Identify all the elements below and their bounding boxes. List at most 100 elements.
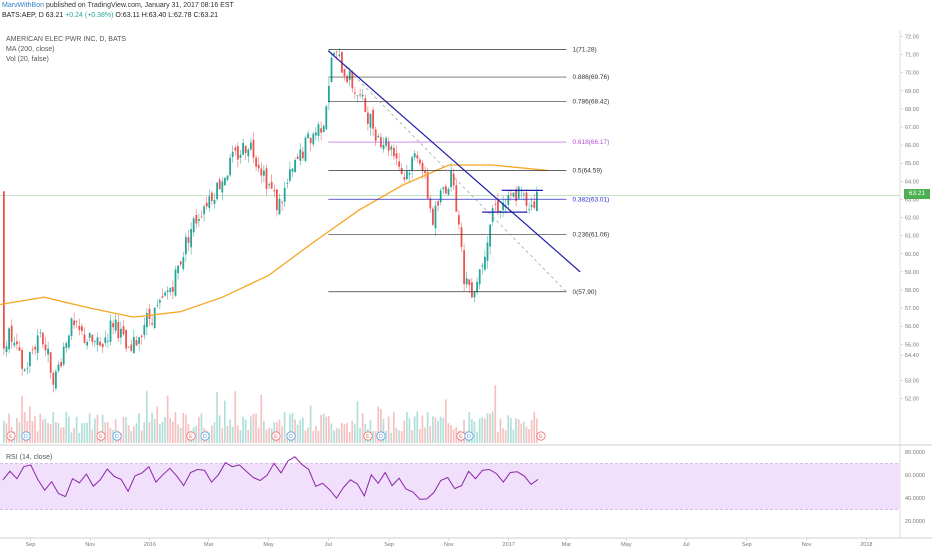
volume-bar (172, 421, 174, 443)
marker-letter: D (203, 434, 207, 440)
volume-bar (88, 413, 91, 443)
y-tick-label: 65.00 (905, 161, 919, 167)
candle-body (3, 191, 5, 349)
candle-body (400, 168, 403, 175)
volume-bar (268, 427, 270, 443)
volume-bar (260, 395, 263, 443)
candle-body (226, 175, 229, 180)
x-tick-label: 2018 (860, 542, 872, 548)
x-tick-label: Nov (444, 542, 454, 548)
volume-bar (528, 429, 530, 443)
author-name[interactable]: MarvWithBon (2, 2, 45, 9)
candle-body (117, 321, 120, 339)
volume-bar (143, 422, 146, 443)
volume-bar (252, 413, 255, 443)
candle-body (291, 168, 294, 172)
dividend-marker: D (200, 431, 210, 441)
volume-bar (47, 423, 49, 443)
candle-body (476, 281, 478, 293)
candle-body (153, 307, 156, 328)
volume-bar (377, 406, 380, 443)
candle-body (296, 156, 299, 159)
volume-bar (218, 415, 221, 443)
candle-body (198, 219, 200, 221)
volume-bar (213, 422, 216, 443)
volume-bar (281, 426, 283, 443)
candle-body (442, 187, 445, 190)
y-tick-label: 70.00 (905, 71, 919, 77)
candle-body (364, 98, 367, 113)
volume-bar (536, 418, 538, 443)
candle-body (247, 149, 250, 157)
candle-body (294, 159, 296, 173)
candle-body (333, 52, 335, 56)
y-tick-label: 54.40 (905, 353, 919, 359)
y-tick-label: 66.00 (905, 143, 919, 149)
candle-body (151, 323, 153, 325)
volume-bar (328, 415, 330, 443)
volume-bar (177, 424, 179, 443)
volume-bar (307, 427, 309, 443)
volume-bar (18, 422, 21, 443)
candle-body (114, 319, 117, 331)
candle-body (445, 186, 447, 194)
volume-bar (429, 426, 432, 443)
candle-body (10, 325, 13, 342)
earnings-marker: E (271, 431, 281, 441)
vol-legend[interactable]: Vol (20, false) (6, 56, 49, 63)
volume-bar (359, 427, 361, 443)
candle-body (382, 144, 385, 150)
y-tick-label: 53.00 (905, 379, 919, 385)
volume-bar (473, 421, 476, 443)
volume-bar (372, 430, 374, 443)
volume-bar (450, 425, 452, 443)
volume-bar (57, 423, 60, 443)
volume-bar (36, 431, 39, 443)
volume-bar (484, 418, 486, 443)
volume-bar (216, 391, 218, 443)
marker-letter: D (467, 434, 471, 440)
y-tick-label: 57.00 (905, 306, 919, 312)
candle-body (36, 335, 39, 354)
volume-bar (244, 419, 247, 443)
candle-series (3, 47, 538, 393)
volume-bar (68, 416, 70, 443)
y-tick-label: 59.00 (905, 270, 919, 276)
volume-bar (94, 418, 96, 443)
volume-bar (406, 412, 408, 443)
y-tick-label: 68.00 (905, 107, 919, 113)
candle-body (530, 204, 533, 207)
candle-body (460, 227, 463, 247)
candle-body (211, 192, 213, 201)
volume-bar (198, 416, 200, 443)
volume-bar (354, 423, 356, 443)
candle-body (70, 318, 73, 337)
candle-body (489, 224, 491, 247)
candle-body (536, 191, 538, 212)
fib-level-label: 0.382(63.01) (572, 196, 609, 203)
volume-bar (341, 423, 343, 443)
candle-body (120, 328, 122, 338)
marker-letter: E (9, 434, 13, 440)
candle-body (39, 332, 42, 334)
volume-bar (294, 419, 296, 443)
ma-legend[interactable]: MA (200, close) (6, 46, 55, 53)
candle-body (455, 185, 458, 212)
candle-body (372, 109, 374, 129)
candle-body (515, 189, 517, 201)
rsi-legend[interactable]: RSI (14, close) (6, 454, 53, 461)
marker-letter: D (379, 434, 383, 440)
volume-bar (185, 414, 187, 443)
volume-bar (387, 416, 390, 443)
candle-body (481, 265, 484, 267)
volume-bar (445, 399, 447, 443)
volume-bar (164, 417, 166, 443)
candle-body (523, 193, 525, 195)
y-tick-label: 67.00 (905, 125, 919, 131)
rsi-line (2, 456, 539, 500)
candle-body (55, 371, 57, 389)
earnings-marker: E (186, 431, 196, 441)
candle-body (268, 184, 270, 186)
x-tick-label: Jul (325, 542, 332, 548)
